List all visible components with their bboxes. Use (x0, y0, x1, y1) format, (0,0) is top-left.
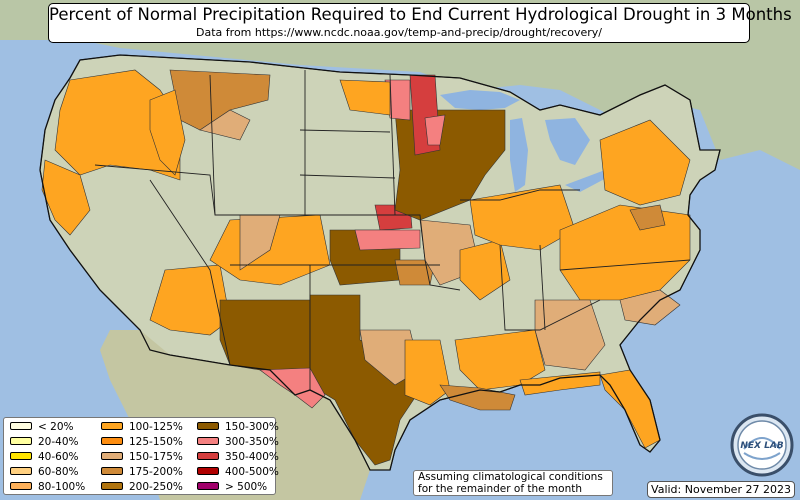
lake-erie (565, 170, 612, 192)
region-texas-orange (404, 339, 451, 406)
legend-label: 100-125% (129, 421, 183, 433)
legend-label: 80-100% (38, 481, 86, 493)
region-fl-panhandle (519, 371, 601, 396)
region-nm-brown (219, 299, 311, 371)
region-ca-coast (41, 159, 91, 236)
legend-swatch (101, 467, 123, 475)
legend-swatch (10, 422, 32, 430)
lake-michigan (510, 118, 528, 192)
legend-swatch (10, 452, 32, 460)
legend-label: 350-400% (225, 451, 279, 463)
region-va-brown (629, 204, 666, 231)
map-subtitle: Data from https://www.ncdc.noaa.gov/temp… (196, 26, 602, 39)
legend-swatch (197, 482, 219, 490)
lake-superior (440, 90, 520, 110)
legend-swatch (101, 422, 123, 430)
region-carolina-tan (619, 289, 681, 326)
legend-swatch (197, 422, 219, 430)
region-nebraska-pink (354, 229, 421, 251)
legend-label: 40-60% (38, 451, 79, 463)
region-mn-pink2 (424, 114, 446, 146)
legend-swatch (197, 467, 219, 475)
legend-swatch (197, 437, 219, 445)
legend-label: 20-40% (38, 436, 79, 448)
nexlab-logo-icon: NEX LAB (730, 413, 794, 477)
legend-label: 300-350% (225, 436, 279, 448)
legend-label: 150-300% (225, 421, 279, 433)
legend-swatch (197, 452, 219, 460)
assumption-note: Assuming climatological conditions for t… (413, 470, 613, 496)
legend-label: 175-200% (129, 466, 183, 478)
legend: < 20% 20-40% 40-60% 60-80% 80-100% 100-1… (3, 417, 279, 495)
valid-date: Valid: November 27 2023 (647, 481, 795, 498)
us-outline (39, 54, 721, 471)
legend-swatch (101, 452, 123, 460)
note-line-2: for the remainder of the month (418, 482, 583, 495)
legend-swatch (101, 437, 123, 445)
legend-swatch (101, 482, 123, 490)
lake-huron (545, 118, 590, 165)
legend-label: 200-250% (129, 481, 183, 493)
note-line-1: Assuming climatological conditions (418, 471, 603, 483)
legend-label: 150-175% (129, 451, 183, 463)
legend-swatch (10, 437, 32, 445)
legend-label: 125-150% (129, 436, 183, 448)
legend-label: 400-500% (225, 466, 279, 478)
region-texas-main (309, 294, 421, 466)
region-idaho (149, 89, 186, 176)
legend-swatch (10, 482, 32, 490)
legend-label: > 500% (225, 481, 268, 493)
state-boundaries (94, 70, 691, 390)
region-dakota-orange (339, 79, 391, 116)
title-box: Percent of Normal Precipitation Required… (48, 3, 792, 43)
legend-swatch (10, 467, 32, 475)
legend-label: 60-80% (38, 466, 79, 478)
legend-label: < 20% (38, 421, 74, 433)
region-ne-orange (599, 119, 691, 206)
svg-text:NEX LAB: NEX LAB (740, 441, 783, 451)
map-title: Percent of Normal Precipitation Required… (49, 5, 792, 24)
